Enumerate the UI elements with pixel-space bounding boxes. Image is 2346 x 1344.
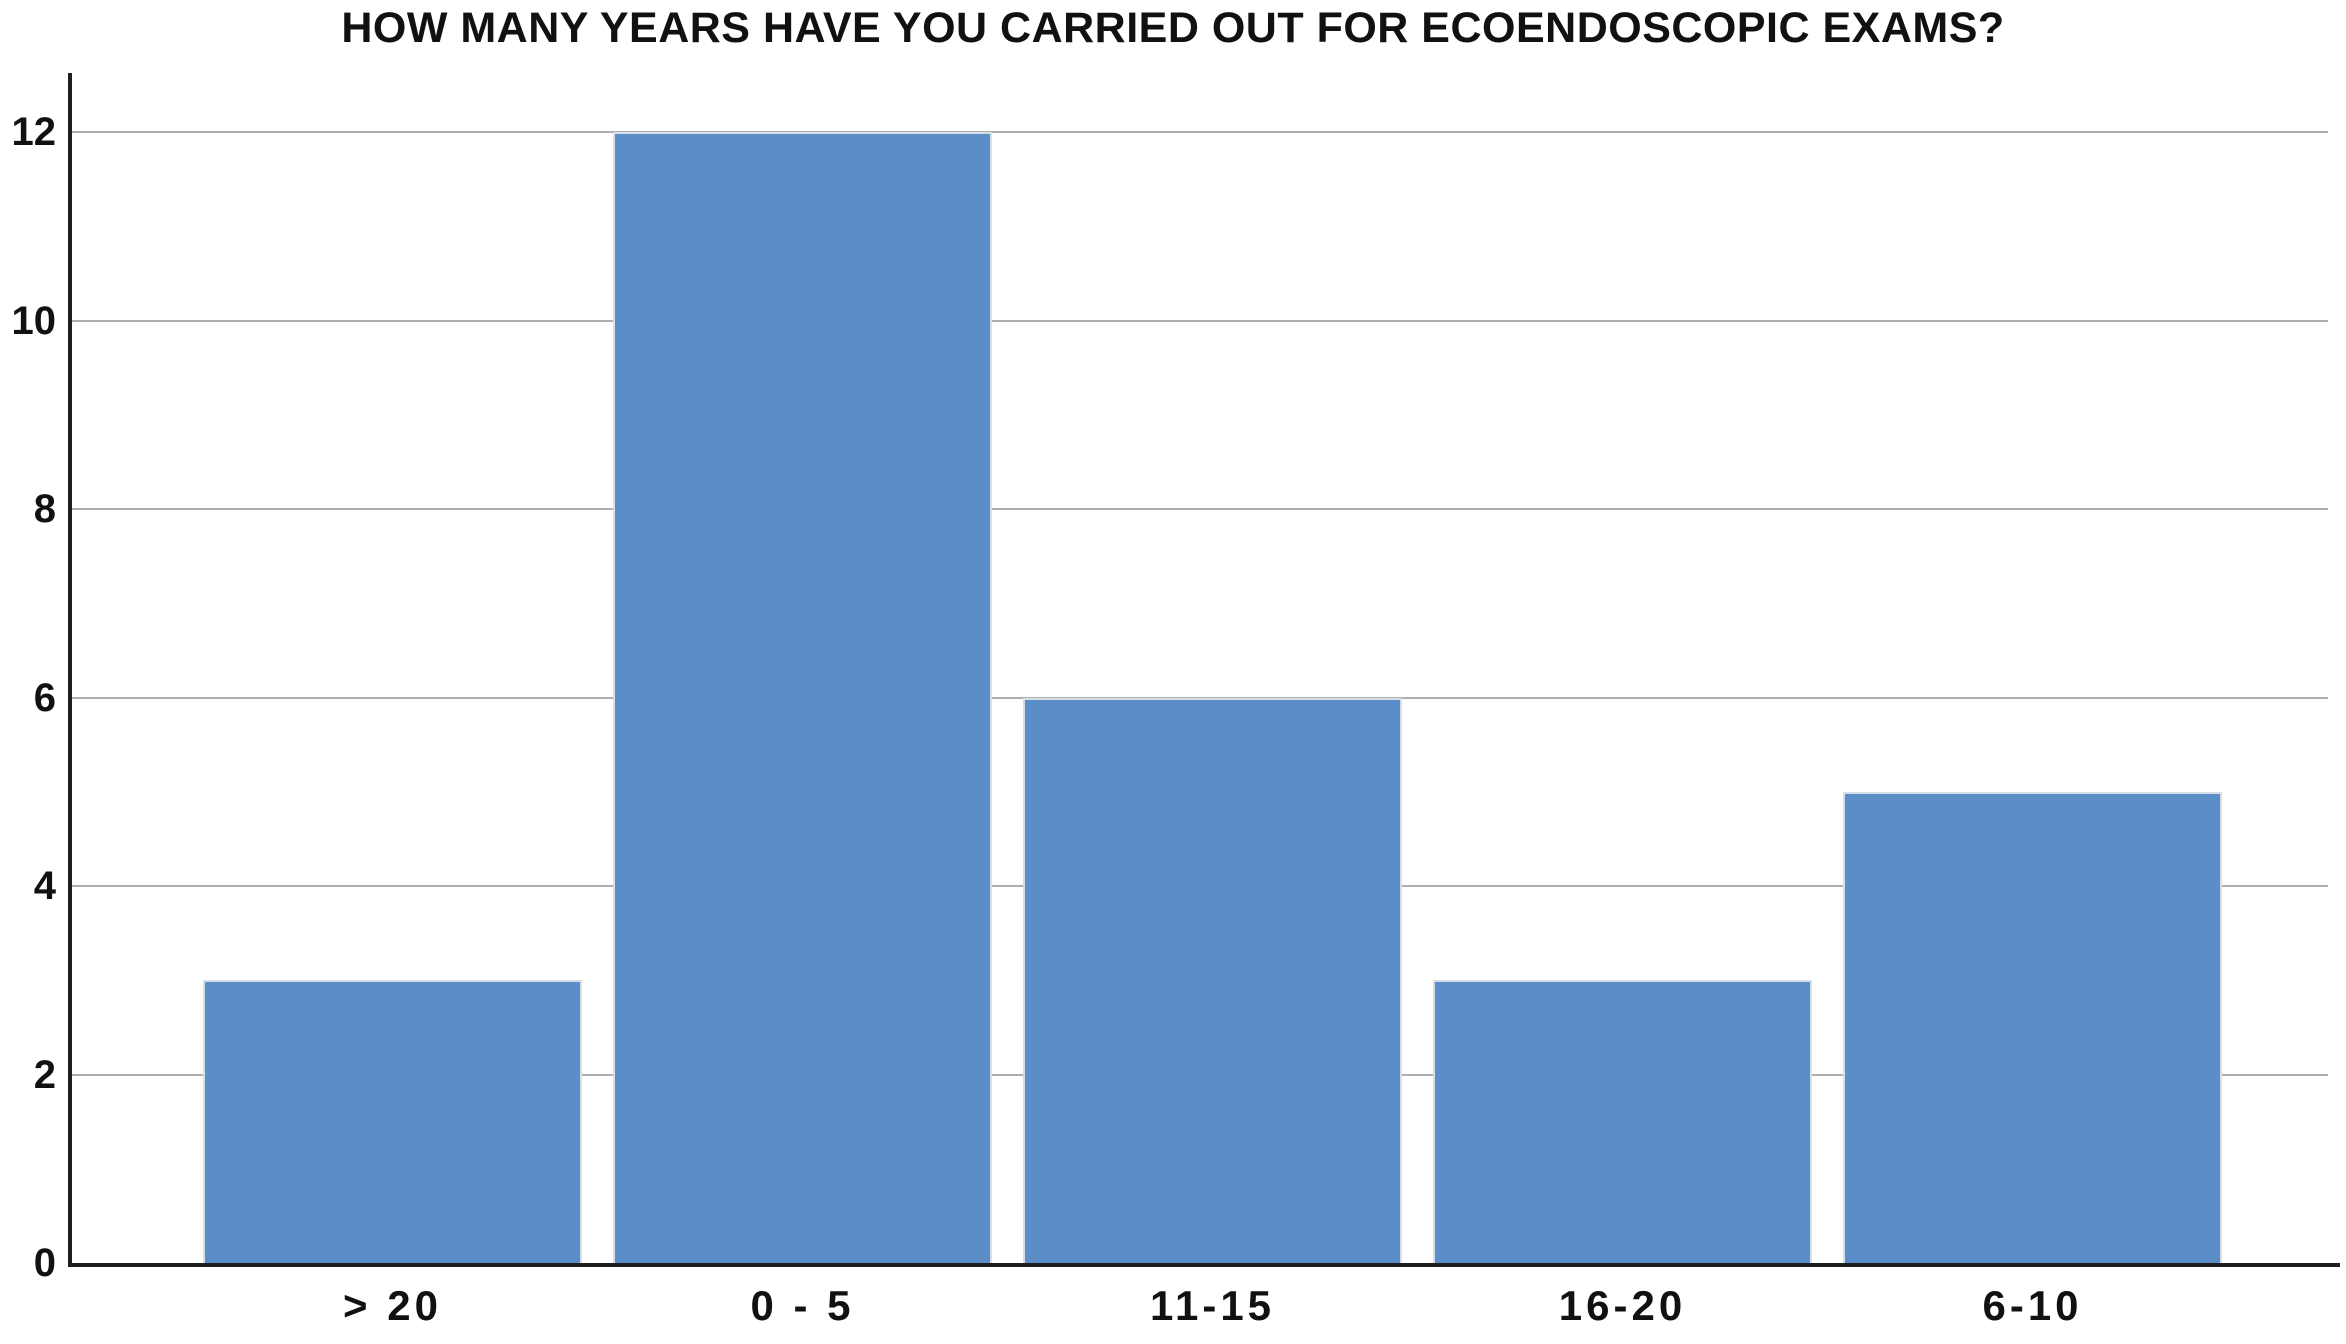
x-tick-label-3: 16-20 <box>1558 1282 1687 1329</box>
x-tick-label-2: 11-15 <box>1149 1282 1276 1329</box>
bar-4 <box>1843 791 2222 1263</box>
y-tick-label-8: 8 <box>33 487 56 531</box>
bar-2 <box>1023 697 1402 1263</box>
gridline-y-10 <box>72 319 2328 322</box>
y-axis-line <box>68 73 72 1267</box>
x-tick-label-1: 0 - 5 <box>750 1282 855 1329</box>
bar-0 <box>203 980 582 1263</box>
bar-1 <box>613 132 992 1263</box>
chart-title: HOW MANY YEARS HAVE YOU CARRIED OUT FOR … <box>341 4 2005 52</box>
x-tick-label-4: 6-10 <box>1982 1282 2083 1329</box>
y-tick-label-12: 12 <box>11 110 57 154</box>
gridline-y-12 <box>72 131 2328 133</box>
bar-3 <box>1433 980 1812 1263</box>
x-axis-line <box>68 1263 2340 1267</box>
y-tick-label-10: 10 <box>11 298 57 343</box>
y-tick-label-4: 4 <box>33 864 56 908</box>
gridline-y-8 <box>72 508 2328 510</box>
y-tick-label-2: 2 <box>33 1052 56 1097</box>
y-tick-label-6: 6 <box>33 675 56 720</box>
y-tick-label-0: 0 <box>33 1241 56 1285</box>
x-tick-label-0: > 20 <box>343 1282 442 1329</box>
